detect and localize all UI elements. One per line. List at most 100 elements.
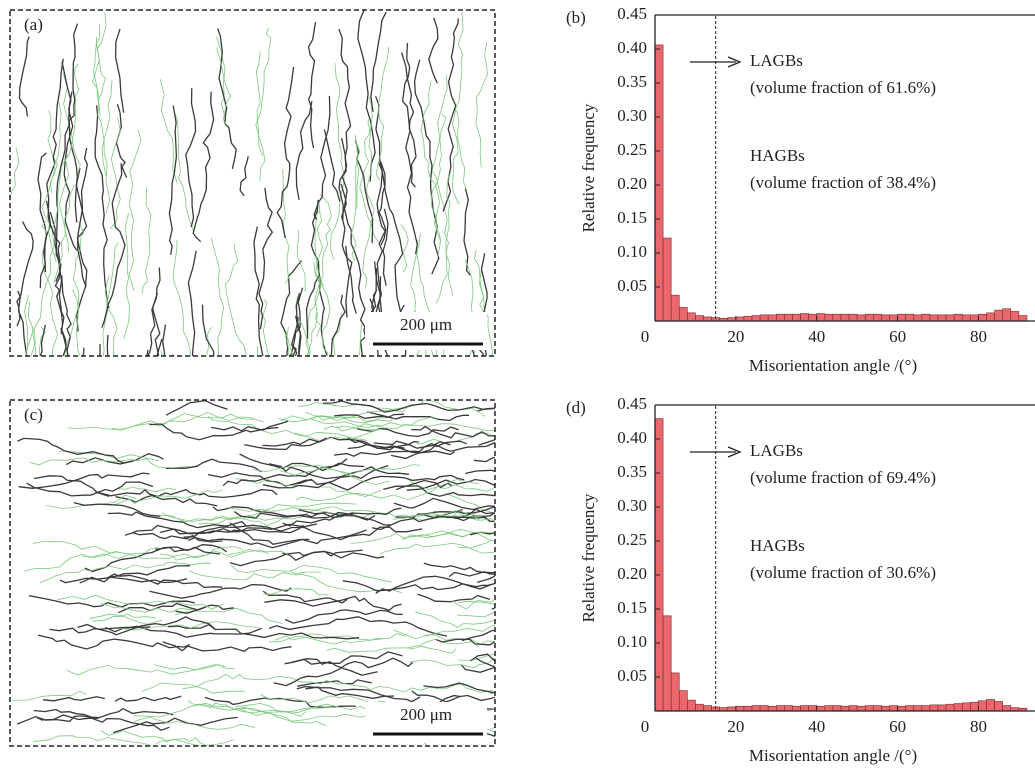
high-angle-boundary	[82, 347, 85, 356]
high-angle-boundary	[107, 573, 223, 589]
high-angle-boundary	[423, 562, 495, 574]
micrograph: (c) 200 μm	[9, 399, 496, 747]
high-angle-boundary	[436, 508, 495, 520]
high-angle-boundary	[167, 623, 360, 640]
low-angle-boundary	[40, 561, 212, 584]
high-angle-boundary	[295, 292, 302, 356]
histogram-bar	[800, 313, 809, 322]
high-angle-boundary	[413, 59, 440, 275]
low-angle-boundary	[100, 602, 193, 613]
low-angle-boundary	[182, 673, 341, 690]
low-angle-boundary	[262, 298, 270, 356]
low-angle-boundary	[253, 464, 390, 485]
high-angle-boundary	[239, 453, 348, 472]
micrograph: (a) 200 μm	[9, 9, 496, 357]
histogram-bar	[695, 703, 704, 712]
histogram-bar	[913, 705, 923, 712]
low-angle-boundary	[362, 96, 375, 289]
low-angle-boundary	[58, 63, 80, 253]
histogram-bar	[978, 313, 987, 322]
y-tick-label: 0.30	[617, 496, 647, 515]
scale-bar-label: 200 μm	[400, 705, 452, 724]
y-tick-label: 0.10	[617, 632, 647, 651]
high-angle-boundary	[216, 28, 237, 170]
histogram-bar	[945, 314, 955, 322]
high-angle-boundary	[106, 334, 109, 356]
low-angle-boundary	[326, 645, 457, 654]
histogram-bar	[905, 313, 915, 322]
low-angle-boundary	[380, 542, 495, 555]
high-angle-boundary	[340, 137, 366, 328]
y-axis-title: Relative frequency	[579, 493, 598, 622]
low-angle-boundary	[458, 600, 495, 607]
histogram-bar	[662, 615, 672, 712]
low-angle-boundary	[359, 119, 379, 243]
annotation: (volume fraction of 61.6%)	[750, 78, 936, 97]
high-angle-boundary	[192, 91, 215, 243]
high-angle-boundary	[60, 327, 69, 356]
high-angle-boundary	[75, 168, 88, 332]
low-angle-boundary	[464, 259, 475, 356]
histogram-bar	[735, 705, 745, 712]
low-angle-boundary	[314, 202, 324, 338]
high-angle-boundary	[268, 616, 448, 637]
low-angle-boundary	[82, 546, 243, 559]
y-tick-label: 0.05	[617, 666, 647, 685]
high-angle-boundary	[411, 690, 461, 703]
high-angle-boundary	[94, 105, 110, 309]
low-angle-boundary	[153, 664, 235, 671]
low-angle-boundary	[295, 296, 311, 356]
low-angle-boundary	[332, 313, 342, 356]
high-angle-boundary	[463, 188, 471, 276]
x-tick-label: 60	[889, 717, 906, 736]
high-angle-boundary	[258, 187, 274, 330]
histogram-bar	[1010, 311, 1020, 322]
histogram-bar	[767, 705, 777, 712]
high-angle-boundary	[436, 638, 495, 646]
high-angle-boundary	[465, 469, 495, 475]
low-angle-boundary	[451, 11, 464, 205]
histogram-bar	[897, 313, 906, 322]
low-angle-boundary	[489, 692, 495, 695]
low-angle-boundary	[435, 173, 451, 304]
scale-bar-label: 200 μm	[400, 315, 452, 334]
high-angle-boundary	[233, 511, 390, 526]
histogram-bar	[1018, 315, 1028, 322]
histogram-bar	[775, 313, 785, 322]
high-angle-boundary	[151, 292, 161, 356]
high-angle-boundary	[395, 479, 453, 491]
histogram-bar	[929, 314, 939, 322]
low-angle-boundary	[67, 413, 253, 431]
low-angle-boundary	[456, 612, 495, 618]
low-angle-boundary	[173, 110, 194, 231]
low-angle-boundary	[490, 726, 495, 730]
low-angle-boundary	[225, 243, 247, 356]
high-angle-boundary	[244, 437, 327, 451]
high-angle-boundary	[101, 163, 126, 328]
high-angle-boundary	[442, 18, 459, 212]
low-angle-boundary	[296, 479, 480, 502]
low-angle-boundary	[92, 613, 157, 622]
x-axis-title: Misorientation angle /(°)	[749, 746, 917, 765]
high-angle-boundary	[460, 664, 495, 673]
low-angle-boundary	[410, 233, 421, 356]
high-angle-boundary	[162, 641, 292, 653]
histogram-bar	[824, 313, 834, 322]
high-angle-boundary	[382, 208, 389, 286]
low-angle-boundary	[123, 212, 131, 340]
high-angle-boundary	[323, 400, 495, 413]
high-angle-boundary	[401, 42, 418, 255]
high-angle-boundary	[288, 287, 304, 356]
high-angle-boundary	[282, 507, 402, 527]
histogram-bar	[687, 312, 696, 322]
histogram-bar	[897, 705, 906, 712]
low-angle-boundary	[274, 633, 406, 645]
low-angle-boundary	[10, 147, 20, 203]
histogram-bar	[775, 705, 785, 712]
low-angle-boundary	[159, 79, 178, 184]
high-angle-boundary	[262, 590, 348, 604]
high-angle-boundary	[37, 634, 191, 650]
low-angle-boundary	[235, 702, 333, 712]
y-axis-title: Relative frequency	[579, 103, 598, 232]
histogram-bar	[864, 705, 874, 712]
